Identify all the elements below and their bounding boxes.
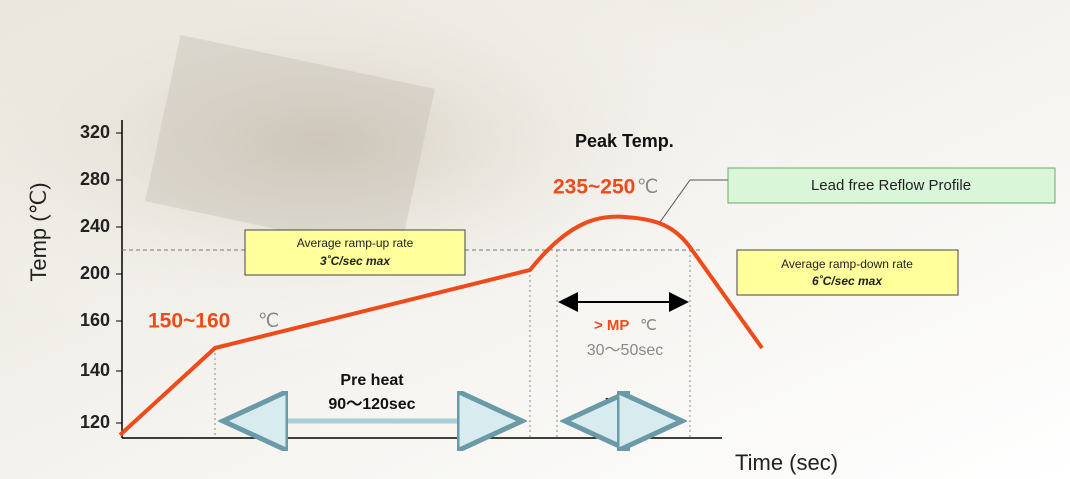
peak-range: 235~250: [553, 176, 635, 199]
ramp-up-line2: 3˚C/sec max: [320, 254, 391, 268]
mp-time: 30～50sec: [587, 342, 664, 359]
mp-label: > MP: [594, 317, 629, 334]
ramp-down-box: [736, 249, 959, 296]
ramp-down-line2: 6˚C/sec max: [812, 274, 883, 288]
callout-line: [659, 179, 728, 223]
y-tick-label: 280: [80, 169, 110, 189]
y-tick-label: 320: [80, 122, 110, 142]
preheat-title: Pre heat: [340, 372, 404, 389]
y-tick-label: 120: [80, 412, 110, 432]
profile-label: Lead free Reflow Profile: [811, 177, 971, 194]
y-axis-label: Temp (℃): [26, 182, 51, 281]
preheat-temp-unit: ℃: [258, 311, 279, 332]
peak-unit: ℃: [637, 177, 658, 198]
y-tick-label: 140: [80, 360, 110, 380]
y-tick-label: 160: [80, 310, 110, 330]
profile-curve: [118, 214, 764, 437]
ramp-up-line1: Average ramp-up rate: [297, 236, 414, 250]
peak-title: Peak Temp.: [575, 131, 674, 151]
heat-title: Heat: [605, 396, 640, 413]
y-tick-label: 240: [80, 216, 110, 236]
y-tick-label: 200: [80, 263, 110, 283]
x-axis-label: Time (sec): [735, 450, 838, 475]
chip-image: [145, 34, 435, 256]
profile-box: [727, 167, 1056, 204]
y-ticks: [116, 132, 122, 424]
phase-lines: [214, 250, 691, 438]
preheat-time: 90～120sec: [328, 396, 415, 413]
mp-unit: ℃: [640, 317, 657, 334]
ramp-down-line1: Average ramp-down rate: [781, 257, 913, 271]
preheat-temp-range: 150~160: [148, 310, 230, 333]
ramp-up-box: [244, 229, 466, 276]
